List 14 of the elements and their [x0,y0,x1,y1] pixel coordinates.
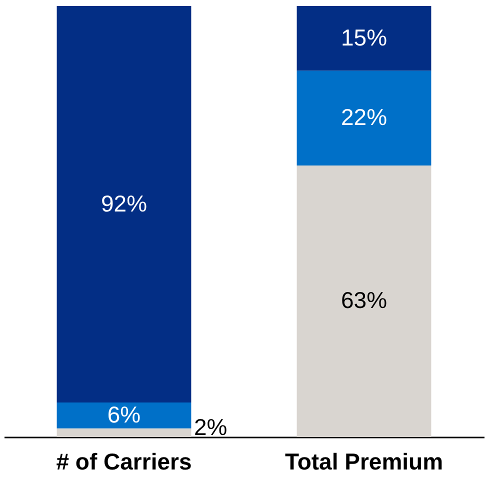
data-label: 63% [340,287,388,314]
x-tick-label: # of Carriers [56,448,192,474]
bar [296,70,432,166]
bar [296,6,432,71]
data-label: 6% [107,401,141,428]
data-label: 15% [340,24,388,50]
bar [56,428,192,437]
data-label: 92% [100,190,148,216]
bar [56,402,192,428]
bar [296,165,432,437]
data-label: 2% [194,414,228,440]
bar [56,6,192,403]
data-label: 22% [340,104,388,130]
x-tick-label: Total Premium [284,448,444,474]
